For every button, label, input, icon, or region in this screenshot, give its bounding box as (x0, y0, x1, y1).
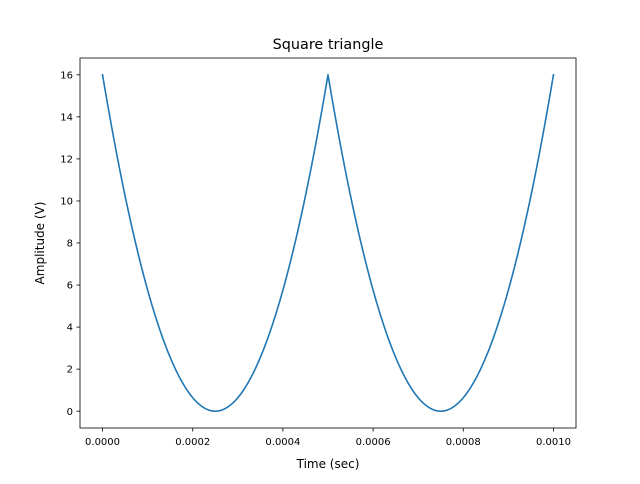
x-axis-label: Time (sec) (296, 457, 360, 471)
y-tick-label: 0 (67, 407, 73, 418)
y-tick-label: 2 (67, 365, 73, 376)
plot-frame (79, 57, 577, 429)
y-tick-label: 4 (67, 323, 73, 334)
series-layer (101, 73, 555, 412)
y-axis-label: Amplitude (V) (33, 202, 47, 285)
y-tick-label: 10 (60, 197, 73, 208)
y-tick-label: 14 (60, 112, 73, 123)
x-tick-label: 0.0010 (536, 437, 571, 448)
y-tick-label: 6 (67, 281, 73, 292)
series-line (101, 73, 555, 412)
x-tick-label: 0.0008 (446, 437, 481, 448)
x-tick-label: 0.0000 (85, 437, 120, 448)
x-axis-ticks: 0.0000 0.0002 0.0004 0.0006 0.0008 0.0010 (85, 428, 571, 448)
y-tick-label: 8 (67, 239, 73, 250)
y-axis-ticks: 0 2 4 6 8 10 12 14 16 (60, 70, 80, 418)
y-tick-label: 16 (60, 70, 73, 81)
x-tick-label: 0.0002 (175, 437, 210, 448)
x-tick-label: 0.0004 (265, 437, 300, 448)
chart-title: Square triangle (273, 37, 384, 53)
x-tick-label: 0.0006 (356, 437, 391, 448)
y-tick-label: 12 (60, 155, 73, 166)
